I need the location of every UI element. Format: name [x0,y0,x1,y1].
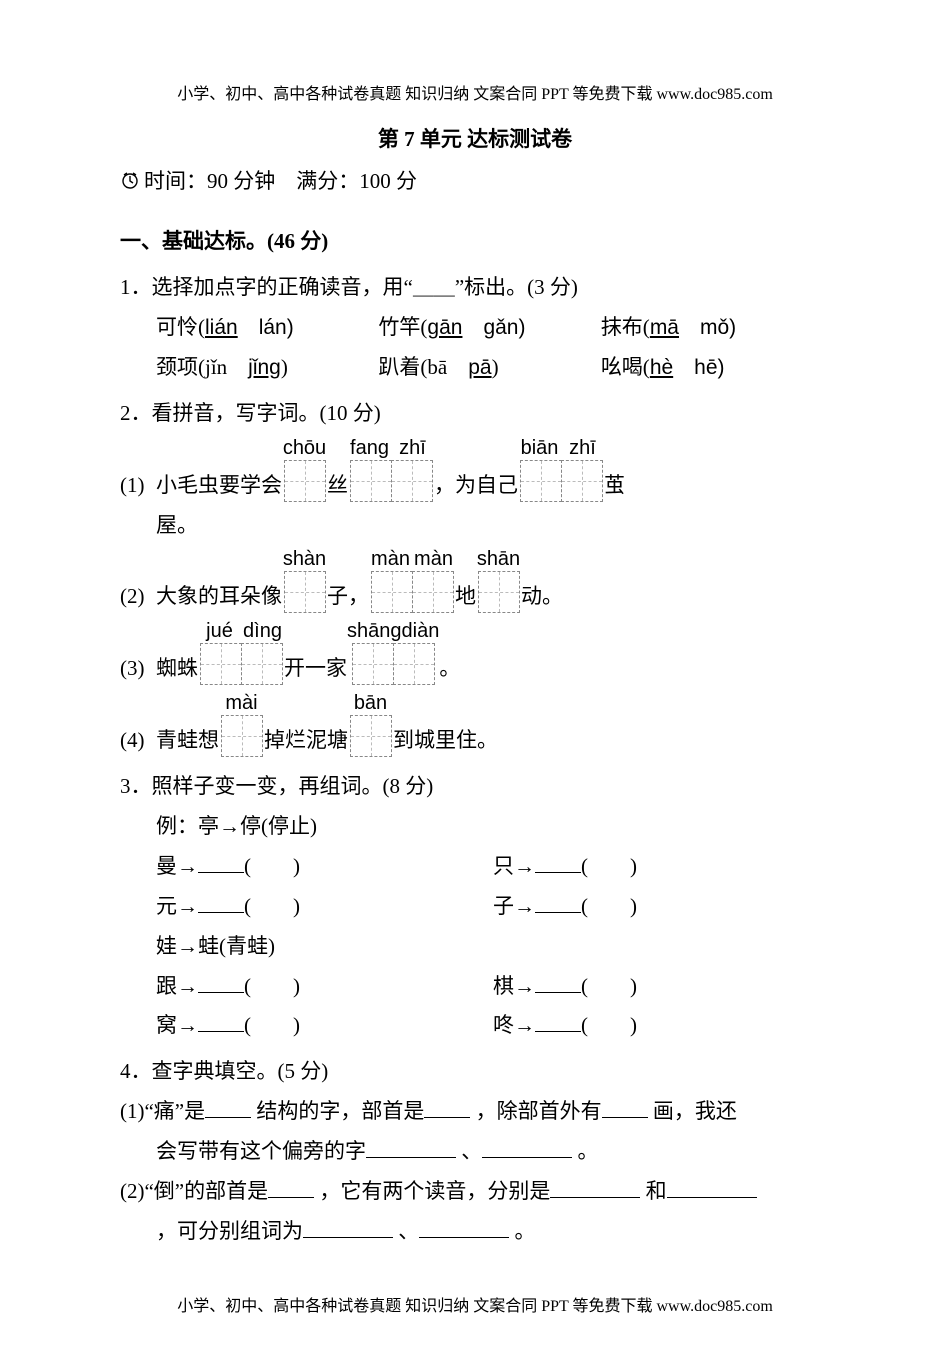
fill-blank[interactable] [419,1215,509,1238]
fill-blank[interactable] [198,969,244,992]
worksheet-title: 第 7 单元 达标测试卷 [120,120,830,160]
q4-line-1: (1)“痛”是 结构的字，部首是 ，除部首外有 画，我还 [120,1092,830,1132]
fill-blank[interactable] [198,1009,244,1032]
section-1-heading: 一、基础达标。(46 分) [120,222,830,262]
q1-item: 吆喝(hè hē) [601,348,823,388]
q1-row2: 颈项(jǐn jǐng) 趴着(bā pā) 吆喝(hè hē) [120,348,830,388]
char-box-group: mànmàn [369,549,455,617]
q2-line-3: (3) 蜘蛛 juédìng 开一家 shāngdiàn 。 [120,621,830,689]
q3-stem: 3．照样子变一变，再组词。(8 分) [120,767,830,807]
q1-item: 可怜(lián lán) [156,308,378,348]
timing-text: 时间：90 分钟 满分：100 分 [144,169,417,193]
q4-line-1b: 会写带有这个偏旁的字 、 。 [120,1132,830,1172]
q3-row: 窝→( ) 咚→( ) [120,1006,830,1046]
q2-line-1: (1) 小毛虫要学会 chōu 丝 fangzhī ，为自己 biānzhī 茧 [120,438,830,506]
question-3: 3．照样子变一变，再组词。(8 分) 例：亭→停(停止) 曼→( ) 只→( )… [120,767,830,1046]
fill-blank[interactable] [535,890,581,913]
char-box-group: juédìng [198,621,284,689]
q4-stem: 4．查字典填空。(5 分) [120,1052,830,1092]
q1-item: 颈项(jǐn jǐng) [156,348,378,388]
fill-blank[interactable] [550,1175,640,1198]
clock-icon [120,164,140,204]
q4-line-2b: ，可分别组词为 、 。 [120,1212,830,1252]
q3-example-2: 娃→蛙(青蛙) [120,927,830,967]
q1-row1: 可怜(lián lán) 竹竿(gān gǎn) 抹布(mā mǒ) [120,308,830,348]
fill-blank[interactable] [424,1095,470,1118]
fill-blank[interactable] [602,1095,648,1118]
q1-item: 趴着(bā pā) [378,348,600,388]
q3-row: 曼→( ) 只→( ) [120,847,830,887]
char-box-group: mài [219,693,264,761]
char-box-group: shāngdiàn [347,621,439,689]
char-box-group: biānzhī [518,438,604,506]
q1-item: 抹布(mā mǒ) [601,308,823,348]
q3-row: 元→( ) 子→( ) [120,887,830,927]
q1-item: 竹竿(gān gǎn) [378,308,600,348]
worksheet-page: 小学、初中、高中各种试卷真题 知识归纳 文案合同 PPT 等免费下载 www.d… [0,0,950,1362]
q3-example-1: 例：亭→停(停止) [120,807,830,847]
q1-stem: 1．选择加点字的正确读音，用“＿＿”标出。(3 分) [120,268,830,308]
q3-row: 跟→( ) 棋→( ) [120,967,830,1007]
fill-blank[interactable] [535,969,581,992]
fill-blank[interactable] [667,1175,757,1198]
page-footer: 小学、初中、高中各种试卷真题 知识归纳 文案合同 PPT 等免费下载 www.d… [120,1292,830,1322]
q4-line-2: (2)“倒”的部首是 ，它有两个读音，分别是 和 [120,1172,830,1212]
char-box-group: fangzhī [348,438,434,506]
q2-line-2: (2) 大象的耳朵像 shàn 子， mànmàn 地 shān 动。 [120,549,830,617]
fill-blank[interactable] [268,1175,314,1198]
fill-blank[interactable] [198,890,244,913]
char-box-group: shàn [282,549,327,617]
char-box-group: shān [476,549,521,617]
time-score-line: 时间：90 分钟 满分：100 分 [120,162,830,204]
fill-blank[interactable] [205,1095,251,1118]
fill-blank[interactable] [198,850,244,873]
fill-blank[interactable] [366,1135,456,1158]
question-4: 4．查字典填空。(5 分) (1)“痛”是 结构的字，部首是 ，除部首外有 画，… [120,1052,830,1251]
question-1: 1．选择加点字的正确读音，用“＿＿”标出。(3 分) 可怜(lián lán) … [120,268,830,388]
q2-line-1b: 屋。 [120,506,830,546]
page-header: 小学、初中、高中各种试卷真题 知识归纳 文案合同 PPT 等免费下载 www.d… [120,80,830,110]
fill-blank[interactable] [482,1135,572,1158]
question-2: 2．看拼音，写字词。(10 分) (1) 小毛虫要学会 chōu 丝 fangz… [120,394,830,761]
char-box-group: bān [348,693,393,761]
q2-line-4: (4) 青蛙想 mài 掉烂泥塘 bān 到城里住。 [120,693,830,761]
fill-blank[interactable] [535,1009,581,1032]
fill-blank[interactable] [303,1215,393,1238]
fill-blank[interactable] [535,850,581,873]
q2-stem: 2．看拼音，写字词。(10 分) [120,394,830,434]
char-box-group: chōu [282,438,327,506]
